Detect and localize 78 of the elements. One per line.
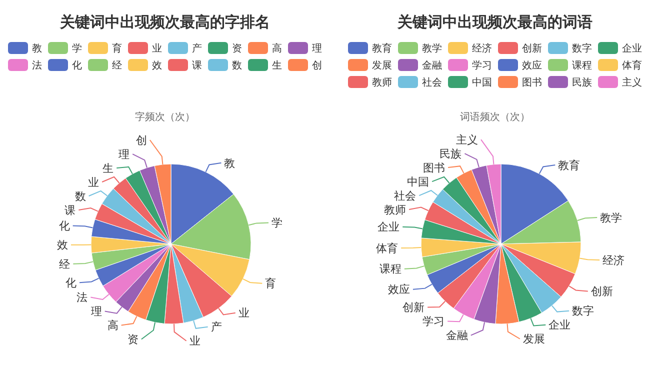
legend-label: 高 — [272, 42, 282, 54]
legend-label: 法 — [32, 60, 42, 72]
legend-label: 金融 — [422, 60, 442, 72]
slice-label: 中国 — [407, 175, 430, 188]
legend-label: 创 — [312, 60, 322, 72]
legend-label: 图书 — [522, 76, 542, 88]
slice-label: 社会 — [394, 189, 416, 202]
slice-label: 企业 — [548, 318, 571, 332]
slice-label: 资 — [127, 333, 138, 346]
slice-label: 数 — [74, 190, 86, 203]
slice-label: 经 — [59, 258, 70, 271]
slice-label: 化 — [58, 220, 70, 233]
slice-label: 教育 — [558, 158, 580, 172]
legend-label: 教 — [32, 44, 42, 54]
slice-label: 效 — [57, 238, 68, 252]
chart-title: 关键词中出现频次最高的字排名 — [59, 13, 270, 31]
legend-label: 效 — [152, 60, 162, 72]
slice-label: 学习 — [422, 315, 445, 328]
chart-title: 关键词中出现频次最高的词语 — [396, 13, 592, 31]
slice-label: 发展 — [522, 332, 545, 346]
slice-label: 产 — [210, 320, 222, 334]
legend-label: 育 — [112, 42, 122, 54]
legend-label: 发展 — [372, 60, 392, 72]
slice-label: 业 — [189, 334, 200, 348]
slice-label: 教 — [224, 156, 236, 170]
legend-label: 教学 — [422, 42, 442, 54]
slice-label: 效应 — [388, 283, 410, 296]
slice-label: 教师 — [384, 203, 406, 216]
slice-label: 课程 — [379, 262, 402, 276]
slice-label: 企业 — [378, 220, 400, 234]
slice-label: 创新 — [402, 301, 425, 314]
slice-label: 教学 — [600, 211, 622, 224]
slice-label: 经济 — [602, 254, 625, 267]
legend-label: 经济 — [472, 42, 492, 54]
slice-label: 学 — [272, 216, 283, 230]
slice-label: 生 — [102, 162, 114, 175]
legend-label: 学习 — [472, 60, 492, 72]
text: 字频次（次） — [135, 111, 195, 123]
legend-label: 企业 — [622, 42, 642, 54]
legend-label: 体育 — [622, 60, 642, 72]
slice-label: 业 — [88, 176, 100, 189]
legend-label: 化 — [72, 60, 82, 72]
slice-label: 金融 — [446, 329, 468, 342]
legend-label: 中国 — [472, 76, 492, 88]
slice-label: 体育 — [376, 242, 398, 255]
legend-label: 教育 — [372, 42, 392, 54]
slice-label: 民族 — [440, 147, 462, 160]
legend-label: 主义 — [622, 76, 642, 88]
legend-label: 生 — [272, 60, 282, 72]
legend-label: 课 — [192, 60, 202, 72]
legend-label: 社会 — [422, 76, 442, 88]
legend-label: 经 — [112, 60, 122, 72]
legend-label: 学 — [72, 42, 82, 54]
slice-label: 数字 — [572, 304, 594, 318]
legend-label: 理 — [312, 44, 322, 54]
slice-label: 课 — [64, 204, 76, 217]
legend-label: 资 — [232, 42, 242, 54]
slice-label: 创新 — [590, 285, 613, 298]
legend-label: 课程 — [572, 60, 592, 72]
slice-label: 化 — [65, 276, 76, 290]
legend-label: 教师 — [372, 78, 392, 88]
legend-label: 民族 — [572, 76, 592, 88]
slice-label: 图书 — [423, 161, 446, 174]
slice-label: 高 — [107, 319, 118, 332]
slice-label: 法 — [76, 291, 88, 304]
slice-label: 理 — [90, 305, 102, 318]
slice-label: 创 — [136, 134, 147, 147]
slice-label: 理 — [118, 148, 130, 161]
legend-label: 数 — [232, 60, 242, 72]
legend-label: 业 — [152, 42, 162, 54]
legend-label: 创新 — [522, 42, 542, 54]
legend-label: 数字 — [572, 42, 592, 54]
legend-label: 效应 — [522, 60, 542, 72]
slice-label: 主义 — [456, 133, 478, 146]
slice-label: 业 — [238, 306, 250, 320]
slice-label: 育 — [265, 277, 276, 290]
text: 词语频次（次） — [460, 111, 530, 123]
legend-label: 产 — [192, 42, 202, 54]
